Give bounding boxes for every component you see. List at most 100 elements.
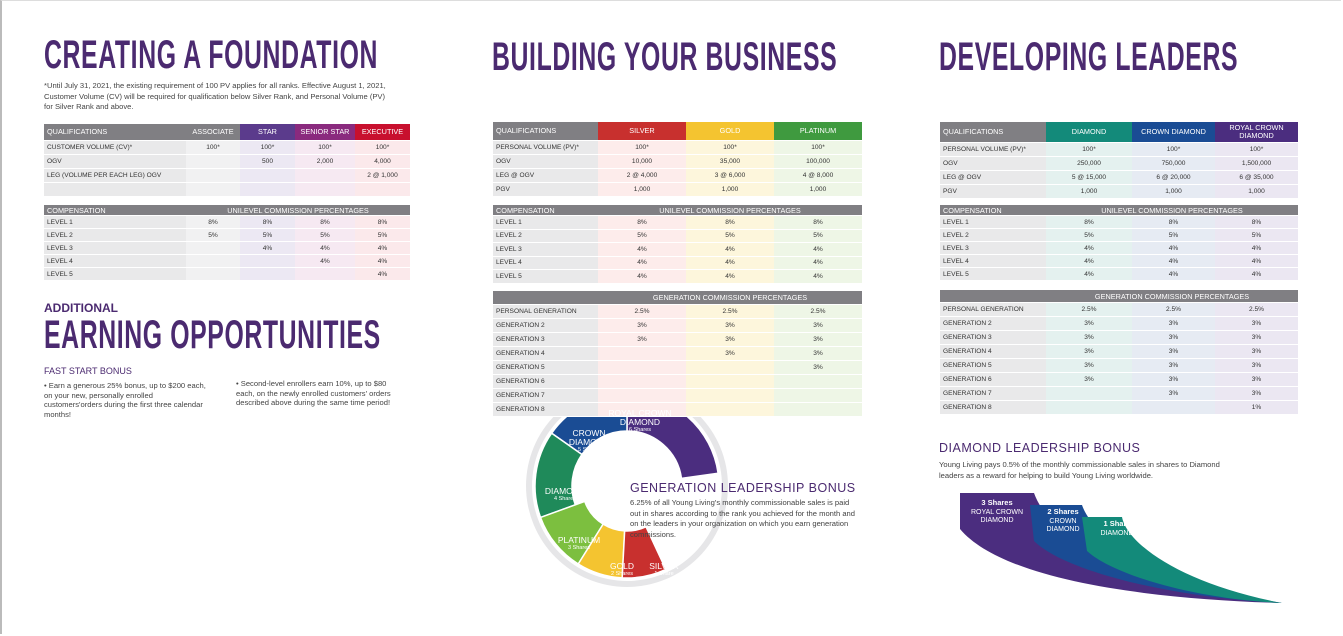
table-cell: 35,000 [686, 154, 774, 169]
row-label [44, 182, 186, 197]
table-cell: 8% [774, 215, 862, 230]
table-cell: 6 @ 20,000 [1132, 170, 1215, 185]
table-cell: 100* [774, 140, 862, 155]
tier-name: ROYAL CROWN DIAMOND [970, 509, 1024, 524]
table-cell: 2.5% [1215, 302, 1299, 317]
header-row: COMPENSATION UNILEVEL COMMISSION PERCENTA… [493, 205, 862, 216]
row-label: LEVEL 4 [44, 254, 186, 268]
table-cell: 3% [1132, 358, 1215, 373]
row-label: LEVEL 3 [44, 241, 186, 255]
table-cell: 3% [598, 332, 686, 347]
table-cell: 4% [1046, 254, 1132, 268]
table-cell: 8% [598, 215, 686, 230]
table-cell: 2.5% [686, 304, 774, 319]
table-cell: 100* [598, 140, 686, 155]
section-title: BUILDING YOUR BUSINESS [492, 35, 838, 79]
table-cell: 4% [1046, 241, 1132, 255]
row-label: GENERATION 6 [493, 374, 598, 389]
table-cell: 1% [1215, 400, 1299, 415]
row-label: LEVEL 5 [940, 267, 1046, 281]
header-row: COMPENSATION UNILEVEL COMMISSION PERCENTA… [940, 205, 1298, 216]
table-row: GENERATION 8 [493, 402, 863, 417]
table-row: LEVEL 3 4% 4% 4% [940, 241, 1298, 255]
table-cell: 3% [1132, 372, 1215, 387]
row-label: GENERATION 3 [493, 332, 598, 347]
row-label: LEVEL 5 [44, 267, 186, 281]
swoosh-graphic [960, 493, 1282, 603]
table-cell: 100* [355, 140, 410, 155]
table-cell: 8% [240, 215, 295, 229]
wheel-label: SILVER 1 Share [644, 562, 684, 578]
table-cell [598, 346, 686, 361]
table-cell: 100* [240, 140, 295, 155]
table-cell: 3% [1046, 330, 1132, 345]
table-row: PERSONAL GENERATION 2.5% 2.5% 2.5% [493, 304, 863, 319]
table-row: OGV 250,000 750,000 1,500,000 [940, 156, 1298, 171]
row-label: PGV [493, 182, 598, 197]
table-cell: 3% [774, 318, 863, 333]
row-label: GENERATION 8 [940, 400, 1046, 415]
table-cell: 100* [686, 140, 774, 155]
table-cell: 3% [1046, 372, 1132, 387]
table-row: GENERATION 5 3% 3% 3% [940, 358, 1299, 373]
table-cell: 2.5% [774, 304, 863, 319]
table-row: LEVEL 5 4% 4% 4% [493, 269, 862, 284]
row-label: GENERATION 2 [940, 316, 1046, 331]
tier-shares: 3 Shares [981, 498, 1013, 507]
table-row: LEVEL 3 4% 4% 4% [493, 242, 862, 257]
table-cell: 2 @ 4,000 [598, 168, 686, 183]
table: QUALIFICATIONS SILVER GOLD PLATINUM PERSONAL… [493, 122, 862, 197]
header-cell [940, 290, 1046, 303]
table-cell: 5% [1046, 228, 1132, 242]
table-cell: 4% [240, 241, 295, 255]
column-header: GOLD [686, 122, 774, 141]
table-cell: 8% [355, 215, 411, 229]
table-cell [1046, 386, 1132, 401]
row-label: PGV [940, 184, 1046, 199]
row-label: OGV [940, 156, 1046, 171]
table-cell: 2 @ 1,000 [355, 168, 410, 183]
table-cell: 3% [1215, 344, 1299, 359]
table-row: LEVEL 4 4% 4% 4% [493, 256, 862, 270]
swoosh [1082, 517, 1282, 603]
table-cell [186, 168, 240, 183]
wheel-label: GOLD 2 Shares [602, 562, 642, 578]
table: COMPENSATION UNILEVEL COMMISSION PERCENTA… [44, 205, 411, 281]
table-cell: 6 @ 35,000 [1215, 170, 1298, 185]
table-row: GENERATION 4 3% 3% 3% [940, 344, 1299, 359]
table-row: LEVEL 1 8% 8% 8% [493, 215, 862, 230]
column-header: SILVER [598, 122, 686, 141]
column-header: GENERATION COMMISSION PERCENTAGES [598, 291, 863, 305]
row-label: PERSONAL GENERATION [493, 304, 598, 319]
subtitle: FAST START BONUS [44, 366, 132, 376]
table-cell: 5% [295, 228, 355, 242]
table-cell: 4 @ 8,000 [774, 168, 862, 183]
bonus-title: DIAMOND LEADERSHIP BONUS [939, 441, 1141, 455]
table-cell [186, 267, 240, 281]
table-row: PERSONAL VOLUME (PV)* 100* 100* 100* [493, 140, 862, 155]
table-row: OGV 10,000 35,000 100,000 [493, 154, 862, 169]
table-cell: 4% [1215, 241, 1298, 255]
row-label: GENERATION 8 [493, 402, 598, 417]
table-cell [598, 374, 686, 389]
segment-label: CROWN DIAMOND [568, 428, 610, 447]
table-cell: 3% [1215, 372, 1299, 387]
column-header: DIAMOND [1046, 122, 1132, 143]
header-row: QUALIFICATIONS SILVER GOLD PLATINUM [493, 122, 862, 141]
row-label: LEVEL 3 [493, 242, 598, 257]
column-header: QUALIFICATIONS [940, 122, 1046, 143]
table-cell: 8% [186, 215, 240, 229]
segment-shares: 4 Shares [553, 496, 576, 502]
table-cell: 100* [295, 140, 355, 155]
table-cell: 5% [240, 228, 295, 242]
table-row: GENERATION 2 3% 3% 3% [940, 316, 1299, 331]
wheel-label: DIAMOND 4 Shares [530, 487, 600, 503]
section-title: DEVELOPING LEADERS [939, 35, 1239, 79]
table-row: LEVEL 2 5% 5% 5% [493, 229, 862, 243]
table-cell: 100* [1215, 142, 1298, 157]
table-row: PERSONAL GENERATION 2.5% 2.5% 2.5% [940, 302, 1299, 317]
table-cell: 8% [1132, 215, 1215, 229]
table-cell: 4% [1132, 241, 1215, 255]
table: COMPENSATION UNILEVEL COMMISSION PERCENTA… [940, 205, 1298, 281]
table-cell [686, 374, 774, 389]
